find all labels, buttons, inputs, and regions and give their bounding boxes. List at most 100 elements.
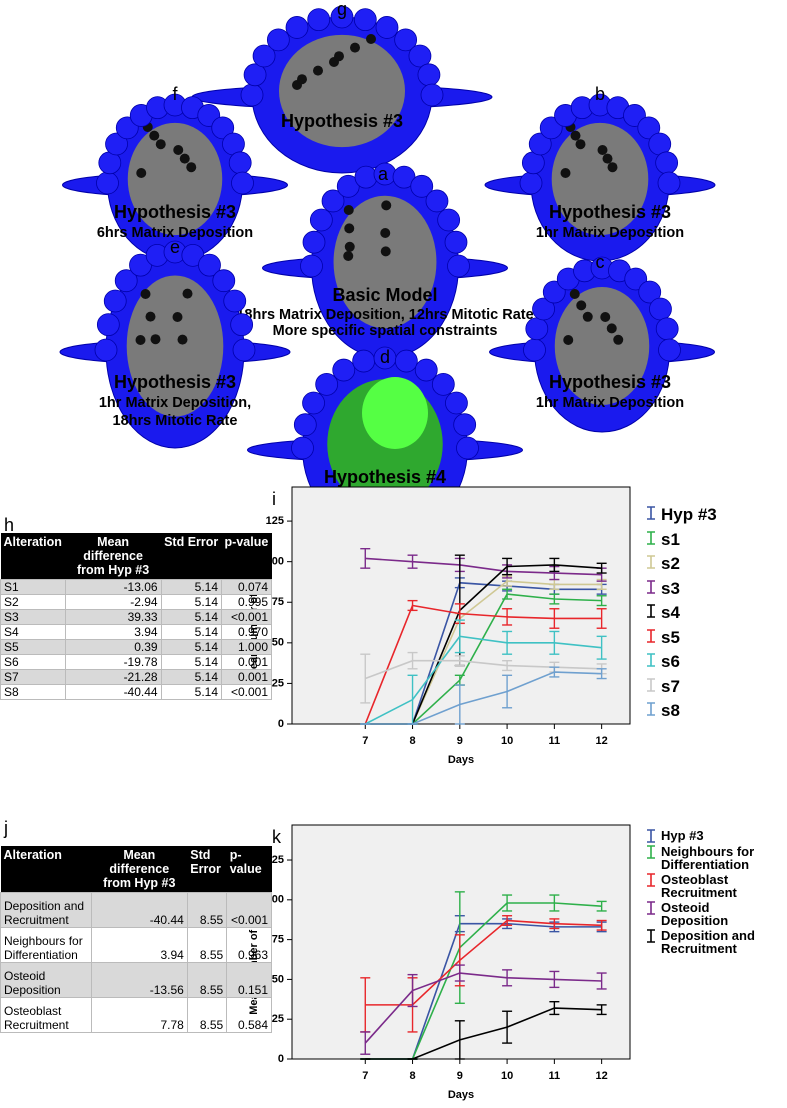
- panel-subtitle: 6hrs Matrix Deposition: [97, 225, 253, 241]
- legend-item: Hyp #3: [645, 829, 780, 843]
- error-bar: [549, 557, 560, 573]
- dark-cell: [149, 130, 160, 141]
- table-cell: 0.074: [221, 579, 272, 595]
- table-cell: 0.39: [64, 639, 162, 655]
- dome-illustration: [484, 93, 716, 262]
- x-tick-label: 10: [501, 1070, 513, 1082]
- table-cell: 0.963: [226, 927, 272, 963]
- table-cell: 3.94: [64, 624, 162, 640]
- panel-title: Hypothesis #3: [549, 372, 671, 392]
- y-tick-label: 75: [272, 596, 284, 608]
- y-tick-label: 25: [272, 677, 284, 689]
- legend-label: Hyp #3: [661, 828, 704, 843]
- table-row: Neighbours for Differentiation 3.94 8.55 0.…: [0, 927, 272, 963]
- table-cell: 5.14: [160, 639, 223, 655]
- panel-title: Hypothesis #3: [549, 202, 671, 222]
- table-cell: 0.970: [221, 624, 272, 640]
- legend-label: s4: [661, 603, 680, 622]
- shell-sphere: [332, 358, 356, 382]
- error-bar: [360, 1031, 371, 1055]
- error-bar: [596, 919, 607, 931]
- table-cell: 8.55: [186, 927, 228, 963]
- table-cell: 39.33: [64, 609, 162, 625]
- legend-item: Neighbours for Differentiation: [645, 845, 780, 871]
- table-cell: S8: [0, 684, 66, 700]
- series-line: [365, 557, 602, 576]
- error-bar: [549, 918, 560, 930]
- dark-cell: [602, 153, 613, 164]
- x-tick-label: 11: [549, 1070, 561, 1082]
- table-header-row: Alteration Mean difference from Hyp #3 Std…: [0, 846, 272, 893]
- x-tick-label: 12: [596, 1070, 608, 1082]
- shell-sphere: [330, 5, 354, 29]
- legend-item: Osteoid Deposition: [645, 901, 780, 927]
- table-cell: 0.001: [221, 669, 272, 685]
- error-bar: [502, 969, 513, 987]
- y-tick-label: 0: [278, 718, 284, 730]
- dark-cell: [597, 145, 608, 155]
- legend-label: s3: [661, 578, 680, 598]
- legend-swatch: [647, 677, 655, 692]
- shell-sphere: [394, 349, 418, 373]
- dark-cell: [172, 312, 183, 322]
- error-bar: [596, 1004, 607, 1016]
- error-bar: [407, 651, 418, 670]
- table-row: Osteoblast Recruitment 7.78 8.55 0.584: [0, 997, 272, 1033]
- table-cell: 5.14: [160, 609, 223, 625]
- dark-cell: [179, 153, 190, 164]
- legend-swatch: [647, 829, 655, 843]
- shell-sphere: [228, 151, 252, 175]
- dark-cell: [343, 205, 354, 215]
- dome-core: [333, 195, 437, 329]
- dark-cell: [297, 74, 307, 85]
- panel-subtitle: 1hr Matrix Deposition,: [99, 395, 251, 411]
- shell-sphere: [300, 254, 323, 278]
- dark-cell: [177, 334, 188, 345]
- shell-sphere: [231, 171, 254, 195]
- dome-illustration: [59, 240, 291, 449]
- legend-glyph: [647, 901, 655, 915]
- legend-item: s4: [645, 604, 780, 621]
- dark-cell: [135, 335, 146, 345]
- table-cell: 5.14: [160, 669, 223, 685]
- error-bar: [502, 1010, 513, 1044]
- table-cell: 5.14: [160, 594, 223, 610]
- legend-item: s7: [645, 678, 780, 695]
- panel-title: Hypothesis #3: [114, 372, 236, 392]
- dark-cell: [380, 246, 391, 257]
- error-bar: [454, 1020, 465, 1060]
- shell-sphere: [223, 289, 247, 313]
- legend-label: Osteoid Deposition: [661, 900, 729, 928]
- panel-letter: i: [272, 489, 276, 509]
- legend-glyph: [647, 555, 655, 569]
- shell-sphere: [243, 63, 267, 87]
- table-cell: -13.56: [90, 962, 188, 998]
- x-tick-label: 9: [457, 735, 463, 747]
- dark-cell: [186, 162, 197, 173]
- shell-sphere: [437, 208, 461, 232]
- y-tick-label: 50: [272, 973, 284, 985]
- table-row: S7 -21.28 5.14 0.001: [0, 669, 272, 685]
- y-tick-label: 25: [272, 1013, 284, 1025]
- legend-glyph: [647, 653, 655, 667]
- results-table: Alteration Mean difference from Hyp #3 Std…: [0, 846, 272, 1033]
- dome-illustration: [62, 93, 288, 262]
- table-cell: 5.14: [160, 579, 223, 595]
- shell-sphere: [103, 289, 127, 313]
- shell-sphere: [354, 165, 378, 189]
- panel-letter: a: [378, 164, 389, 184]
- table-cell: Neighbours for Differentiation: [0, 927, 92, 963]
- legend-glyph: [647, 702, 655, 716]
- dark-cell: [570, 130, 581, 141]
- shell-sphere: [315, 372, 339, 396]
- y-tick-label: 50: [272, 637, 284, 649]
- x-tick-label: 9: [457, 1070, 463, 1082]
- shell-sphere: [232, 338, 256, 362]
- error-bar: [549, 970, 560, 989]
- error-bar: [502, 894, 513, 912]
- series-line: [364, 604, 602, 725]
- shell-sphere: [230, 313, 254, 337]
- shell-sphere: [302, 230, 326, 254]
- error-bar: [502, 674, 513, 709]
